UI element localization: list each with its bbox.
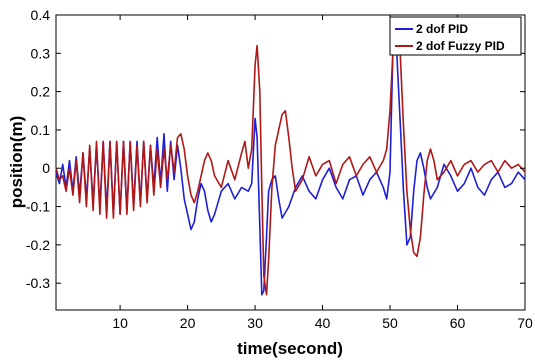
x-tick-label: 20 <box>180 315 196 331</box>
plot-lines <box>55 25 526 296</box>
series-line-fuzzy-pid <box>55 25 526 296</box>
legend: 2 dof PID 2 dof Fuzzy PID <box>389 16 522 56</box>
legend-label-fuzzy-pid: 2 dof Fuzzy PID <box>416 39 505 53</box>
x-axis-label: time(second) <box>237 339 343 358</box>
y-tick-label: -0.2 <box>26 237 50 253</box>
y-tick-label: 0.4 <box>31 7 51 23</box>
legend-label-pid: 2 dof PID <box>416 22 468 36</box>
x-tick-label: 50 <box>382 315 398 331</box>
y-axis-label: position(m) <box>7 116 26 209</box>
x-tick-label: 60 <box>450 315 466 331</box>
y-tick-label: 0.2 <box>31 84 51 100</box>
legend-box <box>389 16 522 56</box>
y-tick-label: -0.3 <box>26 275 50 291</box>
y-tick-label: 0 <box>42 160 50 176</box>
x-tick-label: 30 <box>247 315 263 331</box>
axis-ticks: 10 20 30 40 50 60 70 -0.3 -0.2 -0.1 0 0.1 0.2 0.3 0.4 <box>26 7 533 331</box>
y-tick-label: 0.1 <box>31 122 51 138</box>
x-tick-label: 70 <box>517 315 533 331</box>
x-tick-label: 40 <box>315 315 331 331</box>
y-tick-label: 0.3 <box>31 45 51 61</box>
plot-area-frame <box>55 14 526 311</box>
x-tick-label: 10 <box>112 315 128 331</box>
y-tick-label: -0.1 <box>26 199 50 215</box>
